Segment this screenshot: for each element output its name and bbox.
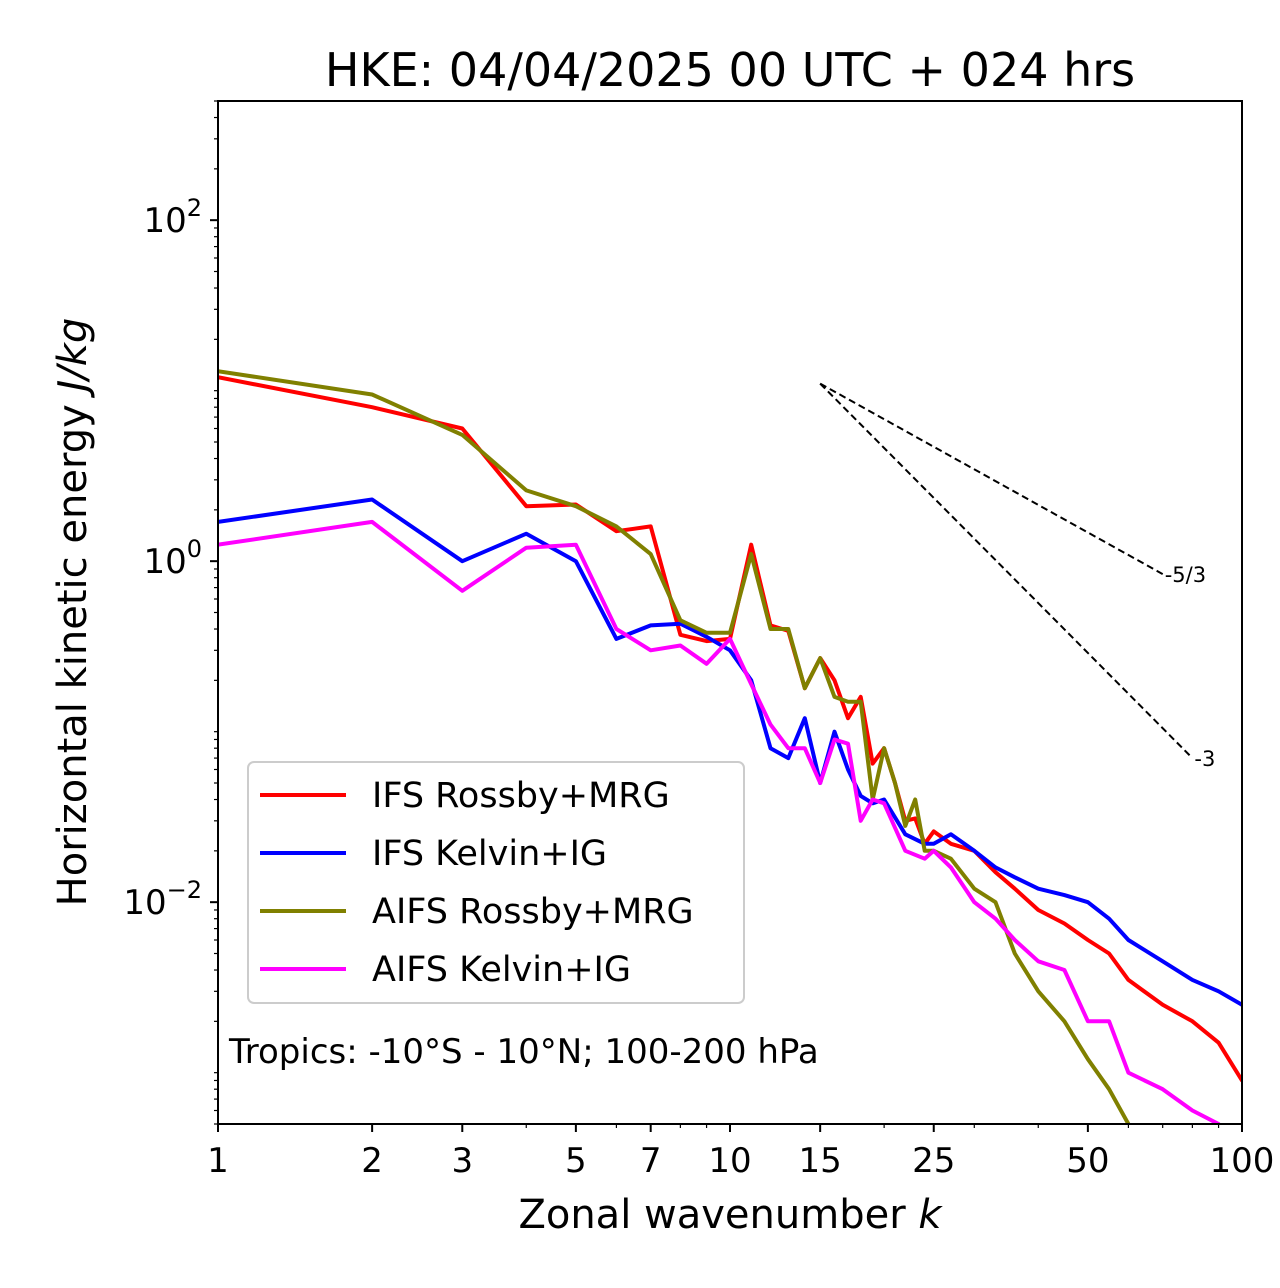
y-tick-exponent: 2: [187, 194, 202, 222]
legend-label: AIFS Kelvin+IG: [372, 950, 631, 990]
x-tick-label: 25: [912, 1141, 955, 1181]
series-lines: [218, 369, 1242, 1124]
x-axis-label-variable: k: [918, 1192, 943, 1238]
y-axis-label: Horizontal kinetic energy J/kg: [50, 318, 96, 907]
x-tick-label: 2: [361, 1141, 383, 1181]
x-axis-label-text: Zonal wavenumber: [518, 1192, 906, 1238]
legend-label: IFS Kelvin+IG: [372, 834, 607, 874]
y-tick-base: 10: [123, 883, 166, 923]
y-tick-label: 100: [143, 535, 202, 582]
reference-slopes: -5/3 -3: [819, 382, 1215, 771]
y-tick-exponent: −2: [167, 876, 202, 904]
y-axis-label-text: Horizontal kinetic energy: [50, 404, 96, 906]
y-tick-exponent: 0: [187, 535, 202, 563]
x-tick-label: 50: [1066, 1141, 1109, 1181]
x-tick-label: 3: [451, 1141, 473, 1181]
reference-slope-label: -5/3: [1165, 563, 1206, 587]
y-tick-base: 10: [143, 542, 186, 582]
legend-label: AIFS Rossby+MRG: [372, 892, 694, 932]
series-line: [218, 375, 1242, 1083]
series-line: [218, 497, 1242, 1007]
x-tick-label: 10: [708, 1141, 751, 1181]
x-tick-label: 1: [207, 1141, 229, 1181]
legend: IFS Rossby+MRG IFS Kelvin+IG AIFS Rossby+M…: [247, 761, 745, 1004]
y-tick-base: 10: [143, 201, 186, 241]
legend-box: [247, 761, 745, 1004]
x-tick-label: 5: [565, 1141, 587, 1181]
y-tick-label: 102: [143, 194, 202, 241]
series-line: [218, 519, 1221, 1124]
legend-entries: IFS Rossby+MRG IFS Kelvin+IG AIFS Rossby+M…: [260, 776, 694, 990]
x-tick-label: 15: [799, 1141, 842, 1181]
x-tick-label: 100: [1210, 1141, 1275, 1181]
chart-title: HKE: 04/04/2025 00 UTC + 024 hrs: [325, 43, 1135, 97]
region-annotation: Tropics: -10°S - 10°N; 100-200 hPa: [228, 1032, 819, 1072]
y-axis-label-units: J/kg: [50, 318, 96, 399]
legend-label: IFS Rossby+MRG: [372, 776, 670, 816]
y-tick-label: 10−2: [123, 876, 202, 923]
x-tick-label: 7: [640, 1141, 662, 1181]
reference-slope-label: -3: [1194, 747, 1215, 771]
x-axis-ticks: 1 2 3 5 7 10 15 25 50 100: [207, 1124, 1274, 1181]
x-axis-label: Zonal wavenumber k: [518, 1192, 943, 1238]
